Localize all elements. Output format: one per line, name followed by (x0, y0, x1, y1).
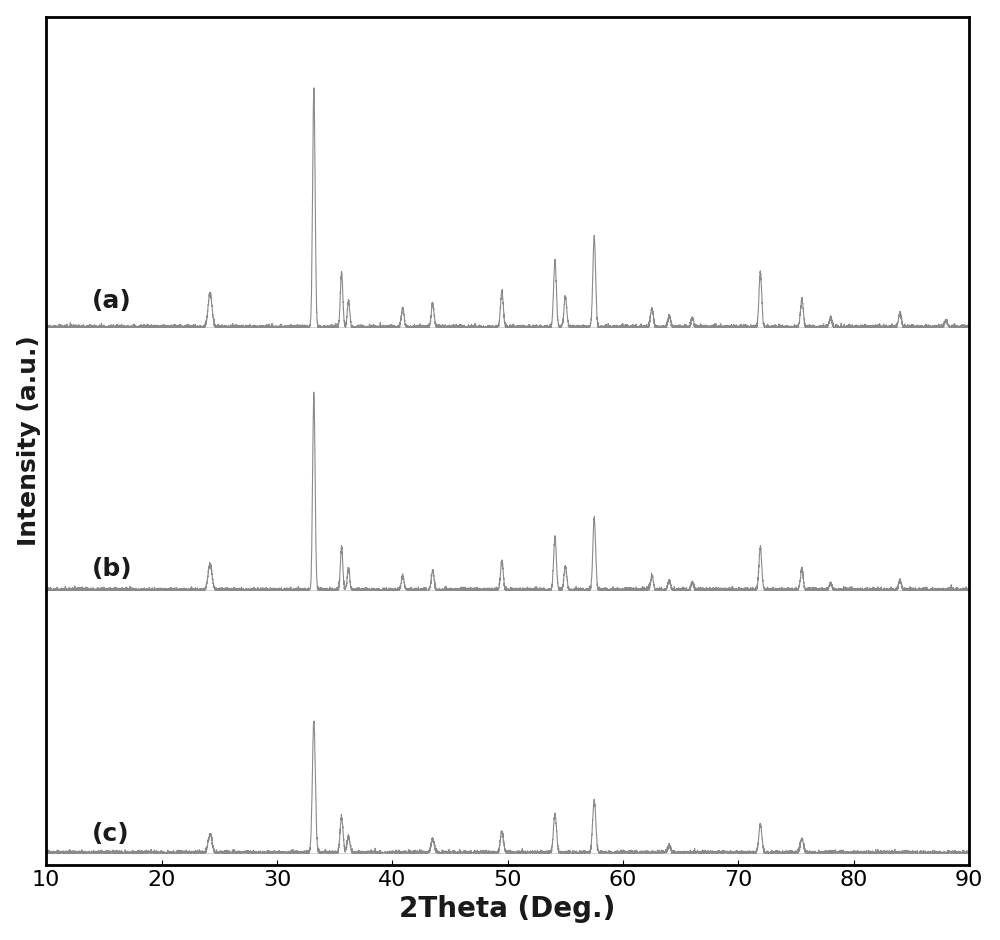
Text: (c): (c) (92, 822, 130, 846)
X-axis label: 2Theta (Deg.): 2Theta (Deg.) (399, 895, 616, 923)
Text: (a): (a) (92, 290, 132, 313)
Y-axis label: Intensity (a.u.): Intensity (a.u.) (17, 336, 41, 546)
Text: (b): (b) (92, 556, 133, 581)
